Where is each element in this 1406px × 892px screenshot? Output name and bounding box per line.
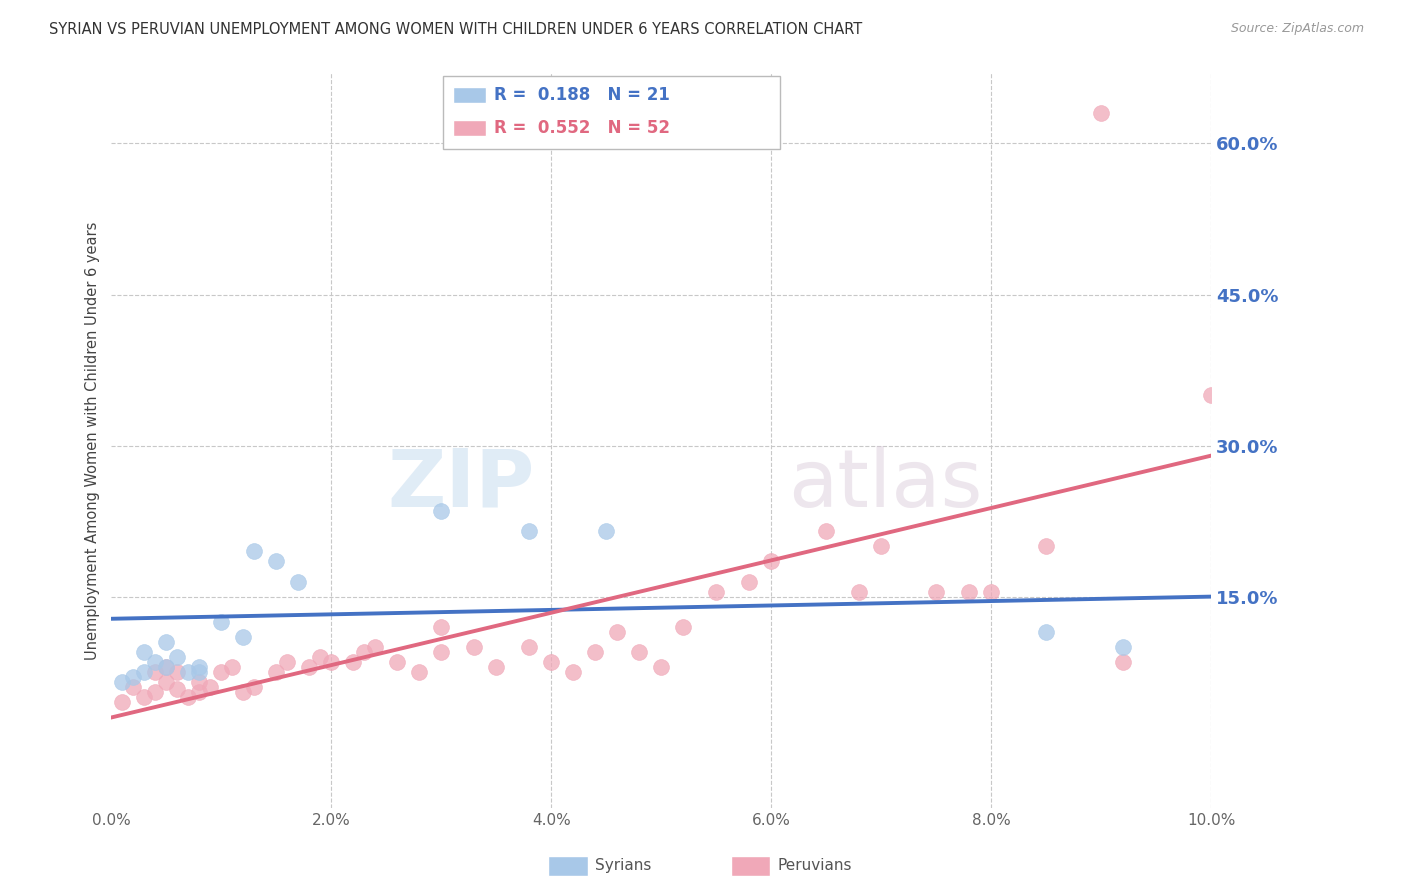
Point <box>1035 624 1057 639</box>
Point <box>122 680 145 694</box>
Point <box>298 660 321 674</box>
Point <box>1199 388 1222 402</box>
Point <box>188 675 211 690</box>
Point <box>155 675 177 690</box>
Point <box>166 665 188 680</box>
Point <box>209 615 232 629</box>
Text: Peruvians: Peruvians <box>778 858 852 872</box>
Point <box>650 660 672 674</box>
Point <box>276 655 298 669</box>
Point <box>221 660 243 674</box>
Point <box>364 640 387 654</box>
Text: Source: ZipAtlas.com: Source: ZipAtlas.com <box>1230 22 1364 36</box>
Point <box>111 675 134 690</box>
Point <box>595 524 617 538</box>
Point <box>408 665 430 680</box>
Point <box>540 655 562 669</box>
Text: R =  0.552   N = 52: R = 0.552 N = 52 <box>494 120 669 137</box>
Point <box>309 650 332 665</box>
Point <box>628 645 651 659</box>
Point <box>188 665 211 680</box>
Point <box>870 539 893 553</box>
Point <box>430 620 453 634</box>
Text: ZIP: ZIP <box>388 446 534 524</box>
Point <box>243 544 266 558</box>
Y-axis label: Unemployment Among Women with Children Under 6 years: Unemployment Among Women with Children U… <box>86 221 100 660</box>
Point <box>1112 655 1135 669</box>
Point <box>177 690 200 705</box>
Point <box>738 574 761 589</box>
Point <box>957 584 980 599</box>
Point <box>209 665 232 680</box>
Point <box>761 554 783 568</box>
Point <box>848 584 870 599</box>
Text: atlas: atlas <box>787 446 983 524</box>
Point <box>155 660 177 674</box>
Point <box>145 655 167 669</box>
Point <box>243 680 266 694</box>
Point <box>232 630 254 644</box>
Point <box>145 685 167 699</box>
Point <box>200 680 222 694</box>
Point <box>321 655 343 669</box>
Point <box>562 665 585 680</box>
Point <box>672 620 695 634</box>
Point <box>980 584 1002 599</box>
Point <box>925 584 948 599</box>
Point <box>1035 539 1057 553</box>
Point <box>134 690 156 705</box>
Point <box>430 645 453 659</box>
Point <box>1112 640 1135 654</box>
Point <box>122 670 145 684</box>
Point <box>155 660 177 674</box>
Point <box>430 504 453 518</box>
Point <box>387 655 409 669</box>
Text: R =  0.188   N = 21: R = 0.188 N = 21 <box>494 86 669 103</box>
Point <box>266 665 288 680</box>
Point <box>188 685 211 699</box>
Text: SYRIAN VS PERUVIAN UNEMPLOYMENT AMONG WOMEN WITH CHILDREN UNDER 6 YEARS CORRELAT: SYRIAN VS PERUVIAN UNEMPLOYMENT AMONG WO… <box>49 22 862 37</box>
Point <box>287 574 309 589</box>
Point <box>166 682 188 697</box>
Point <box>134 665 156 680</box>
Point <box>485 660 508 674</box>
Point <box>606 624 628 639</box>
Point <box>111 695 134 709</box>
Point <box>155 635 177 649</box>
Point <box>188 660 211 674</box>
Point <box>1090 106 1112 120</box>
Point <box>177 665 200 680</box>
Point <box>815 524 838 538</box>
Point <box>704 584 727 599</box>
Point <box>342 655 364 669</box>
Point <box>463 640 485 654</box>
Point <box>232 685 254 699</box>
Point <box>145 665 167 680</box>
Text: Syrians: Syrians <box>595 858 651 872</box>
Point <box>353 645 375 659</box>
Point <box>517 524 540 538</box>
Point <box>517 640 540 654</box>
Point <box>583 645 606 659</box>
Point <box>266 554 288 568</box>
Point <box>166 650 188 665</box>
Point <box>134 645 156 659</box>
